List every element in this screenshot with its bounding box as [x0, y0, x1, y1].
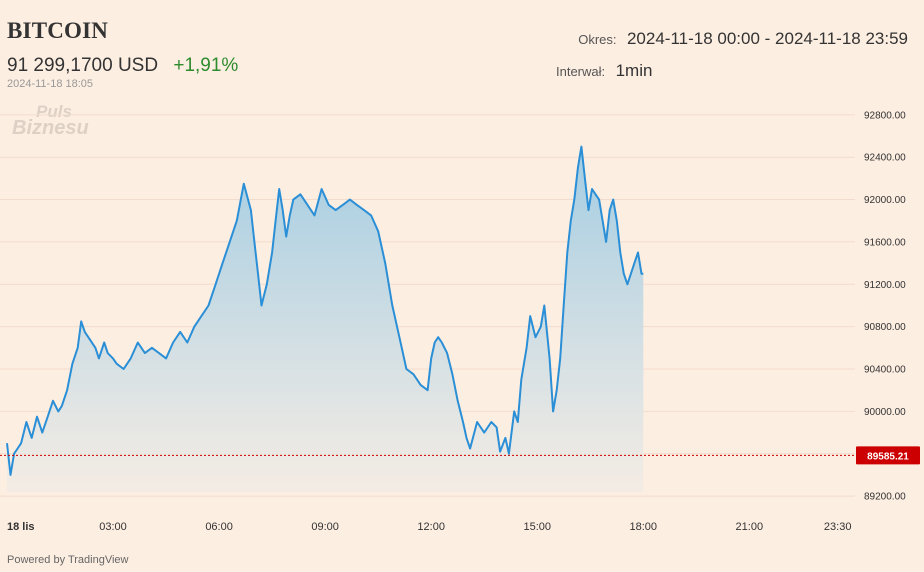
x-tick-label: 15:00 — [523, 521, 551, 533]
interval-label: Interwał: — [556, 64, 606, 79]
period-label: Okres: — [578, 32, 617, 47]
x-tick-label: 23:30 — [824, 521, 852, 533]
interval-info: Interwał: 1min — [556, 61, 652, 81]
x-tick-label: 06:00 — [205, 521, 233, 533]
reference-badge: 89585.21 — [856, 446, 920, 465]
price-change: +1,91% — [173, 55, 239, 76]
puls-biznesu-logo: Puls Biznesu — [12, 102, 89, 139]
y-tick-label: 92000.00 — [864, 195, 906, 206]
y-tick-label: 91200.00 — [864, 280, 906, 291]
x-axis: 18 lis 03:00 06:00 09:00 12:00 15:00 18:00 21:0… — [7, 521, 851, 533]
price-timestamp: 2024-11-18 18:05 — [7, 78, 94, 90]
y-tick-label: 92400.00 — [864, 153, 906, 164]
logo-line-1: Puls — [36, 102, 72, 121]
y-tick-label: 90800.00 — [864, 322, 906, 333]
price-area — [7, 146, 644, 492]
x-tick-label: 18:00 — [629, 521, 657, 533]
y-tick-label: 91600.00 — [864, 237, 906, 248]
current-price: 91 299,1700 USD — [7, 55, 159, 76]
powered-by[interactable]: Powered by TradingView — [7, 554, 129, 566]
x-tick-label: 09:00 — [311, 521, 339, 533]
y-tick-label: 92800.00 — [864, 110, 906, 121]
instrument-title: BITCOIN — [7, 18, 109, 43]
reference-badge-bg — [856, 446, 920, 465]
period-info: Okres: 2024-11-18 00:00 - 2024-11-18 23:… — [578, 29, 908, 49]
x-tick-label: 03:00 — [99, 521, 127, 533]
x-tick-label: 12:00 — [417, 521, 445, 533]
y-tick-label: 90400.00 — [864, 365, 906, 376]
y-tick-label: 90000.00 — [864, 407, 906, 418]
x-tick-label: 21:00 — [736, 521, 764, 533]
y-tick-label: 89200.00 — [864, 492, 906, 503]
interval-value[interactable]: 1min — [615, 61, 653, 80]
price-row: 91 299,1700 USD +1,91% — [7, 55, 238, 77]
period-value[interactable]: 2024-11-18 00:00 - 2024-11-18 23:59 — [626, 29, 908, 48]
price-line — [6, 145, 644, 476]
reference-badge-label: 89585.21 — [867, 451, 909, 462]
logo-line-2: Biznesu — [12, 117, 89, 139]
y-axis: 89200.0089600.0090000.0090400.0090800.00… — [864, 110, 906, 502]
x-tick-label: 18 lis — [7, 521, 35, 533]
